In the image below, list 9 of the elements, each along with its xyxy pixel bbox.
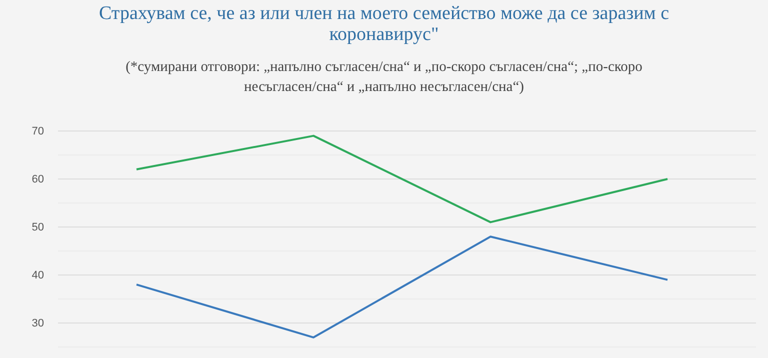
y-tick-label: 50 xyxy=(32,222,44,234)
y-tick-label: 60 xyxy=(32,174,44,186)
y-tick-label: 40 xyxy=(32,270,44,282)
chart-title: Страхувам се, че аз или член на моето семейство може да се заразим с коронавирус" xyxy=(98,2,670,45)
y-tick-label: 30 xyxy=(32,318,44,330)
line-series xyxy=(136,236,668,338)
line-series xyxy=(136,134,668,224)
y-tick-label: 70 xyxy=(32,126,44,138)
chart-subtitle: (*сумирани отговори: „напълно съгласен/сна“ и „по-скоро съгласен/сна“; „по-скоро несъгласен/сна“ и „напълно несъгласен/сна“) xyxy=(124,58,644,97)
